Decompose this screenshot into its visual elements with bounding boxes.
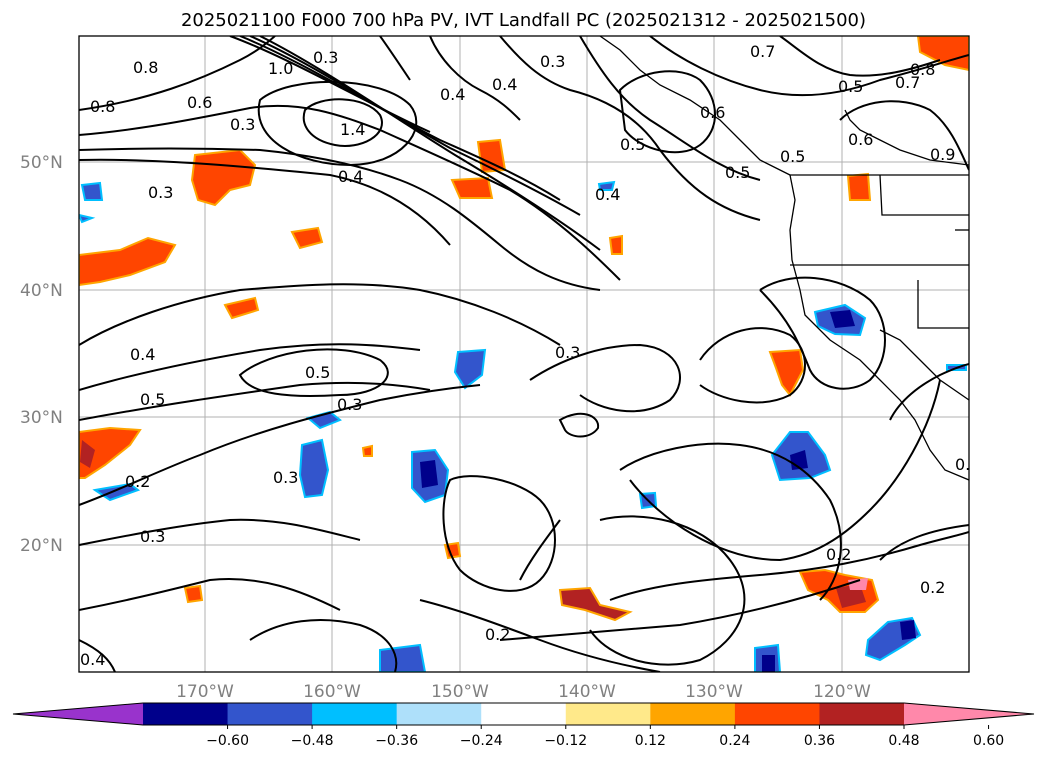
contour-label: 0.3 [148, 183, 173, 202]
colorbar [12, 702, 1035, 726]
coastlines [599, 36, 969, 481]
colorbar-ticks: −0.60 −0.48 −0.36 −0.24 −0.12 0.12 0.24 0.36 0.4… [206, 725, 1004, 749]
map-frame [78, 35, 970, 673]
colorbar-tick-label: −0.24 [460, 733, 503, 749]
colorbar-segment [312, 703, 398, 725]
lon-label-150w: 150°W [431, 682, 489, 702]
colorbar-tick-label: 0.48 [888, 733, 919, 749]
contour-label: 0.3 [273, 468, 298, 487]
lat-label-40n: 40°N [20, 281, 63, 301]
contour-label: 0.2 [485, 625, 510, 644]
colorbar-segment [904, 703, 1034, 725]
contour-label: 0.8 [133, 58, 158, 77]
colorbar-tick-label: −0.48 [291, 733, 334, 749]
contour-label: 0.5 [838, 77, 863, 96]
contour-label: 1.4 [340, 120, 365, 139]
contour-label: 0.2 [125, 472, 150, 491]
contour-label: 0.3 [540, 52, 565, 71]
lon-label-120w: 120°W [813, 682, 871, 702]
colorbar-tick-label: −0.60 [206, 733, 249, 749]
contour-label: 0.4 [130, 345, 155, 364]
contour-label: 0.4 [338, 167, 363, 186]
lon-label-160w: 160°W [303, 682, 361, 702]
contour-label: 0.2 [920, 578, 945, 597]
contour-label: 0.5 [725, 163, 750, 182]
colorbar-tick-label: −0.12 [544, 733, 587, 749]
contour-label: 0.3 [313, 48, 338, 67]
map-area [79, 36, 969, 672]
positive-anomaly-fills [79, 36, 969, 622]
contour-label: 0.6 [700, 103, 725, 122]
contour-label: 1.0 [268, 59, 293, 78]
contour-label: 0.8 [910, 60, 935, 79]
colorbar-segment [734, 703, 820, 725]
contour-labels: 0.8 0.8 1.0 0.3 0.6 0.3 1.4 0.4 0.4 0.4 … [80, 42, 980, 669]
contour-label: 0.5 [140, 390, 165, 409]
lon-label-130w: 130°W [685, 682, 743, 702]
contour-label: 0.4 [440, 85, 465, 104]
colorbar-segment [227, 703, 313, 725]
colorbar-tick-label: 0.12 [635, 733, 666, 749]
contour-label: 0.4 [595, 185, 620, 204]
colorbar-segment [565, 703, 651, 725]
colorbar-tick-label: 0.36 [804, 733, 835, 749]
colorbar-segment [650, 703, 736, 725]
colorbar-segment [143, 703, 229, 725]
colorbar-outline [12, 702, 1035, 726]
colorbar-segment [13, 703, 143, 725]
lat-label-20n: 20°N [20, 536, 63, 556]
lon-label-140w: 140°W [558, 682, 616, 702]
latitude-labels: 50°N 40°N 30°N 20°N [20, 153, 63, 556]
lon-label-170w: 170°W [176, 682, 234, 702]
contour-label: 0.7 [895, 73, 920, 92]
chart-title: 2025021100 F000 700 hPa PV, IVT Landfall… [180, 10, 867, 31]
contour-label: 0.8 [90, 97, 115, 116]
contour-label: 0.4 [492, 75, 517, 94]
contour-label: 0.5 [305, 363, 330, 382]
contour-label: 0.9 [930, 145, 955, 164]
colorbar-tick-label: 0.60 [973, 733, 1004, 749]
contour-label: 0.3 [337, 395, 362, 414]
colorbar-tick-label: 0.24 [719, 733, 750, 749]
contour-label: 0.5 [780, 147, 805, 166]
contour-label: 0.3 [555, 343, 580, 362]
contour-label: 0.5 [620, 135, 645, 154]
contour-label: 0.7 [750, 42, 775, 61]
contour-label: 0.3 [140, 527, 165, 546]
lat-label-30n: 30°N [20, 408, 63, 428]
lat-label-50n: 50°N [20, 153, 63, 173]
colorbar-segment [819, 703, 905, 725]
contour-label: 0.2 [955, 455, 980, 474]
contour-label: 0.4 [80, 650, 105, 669]
contour-label: 0.6 [187, 93, 212, 112]
contour-label: 0.2 [826, 545, 851, 564]
pv-contours [79, 36, 969, 672]
colorbar-segment [396, 703, 482, 725]
contour-label: 0.6 [848, 130, 873, 149]
colorbar-segment [481, 703, 567, 725]
colorbar-tick-label: −0.36 [375, 733, 418, 749]
contour-label: 0.3 [230, 115, 255, 134]
longitude-labels: 170°W 160°W 150°W 140°W 130°W 120°W [176, 682, 871, 702]
